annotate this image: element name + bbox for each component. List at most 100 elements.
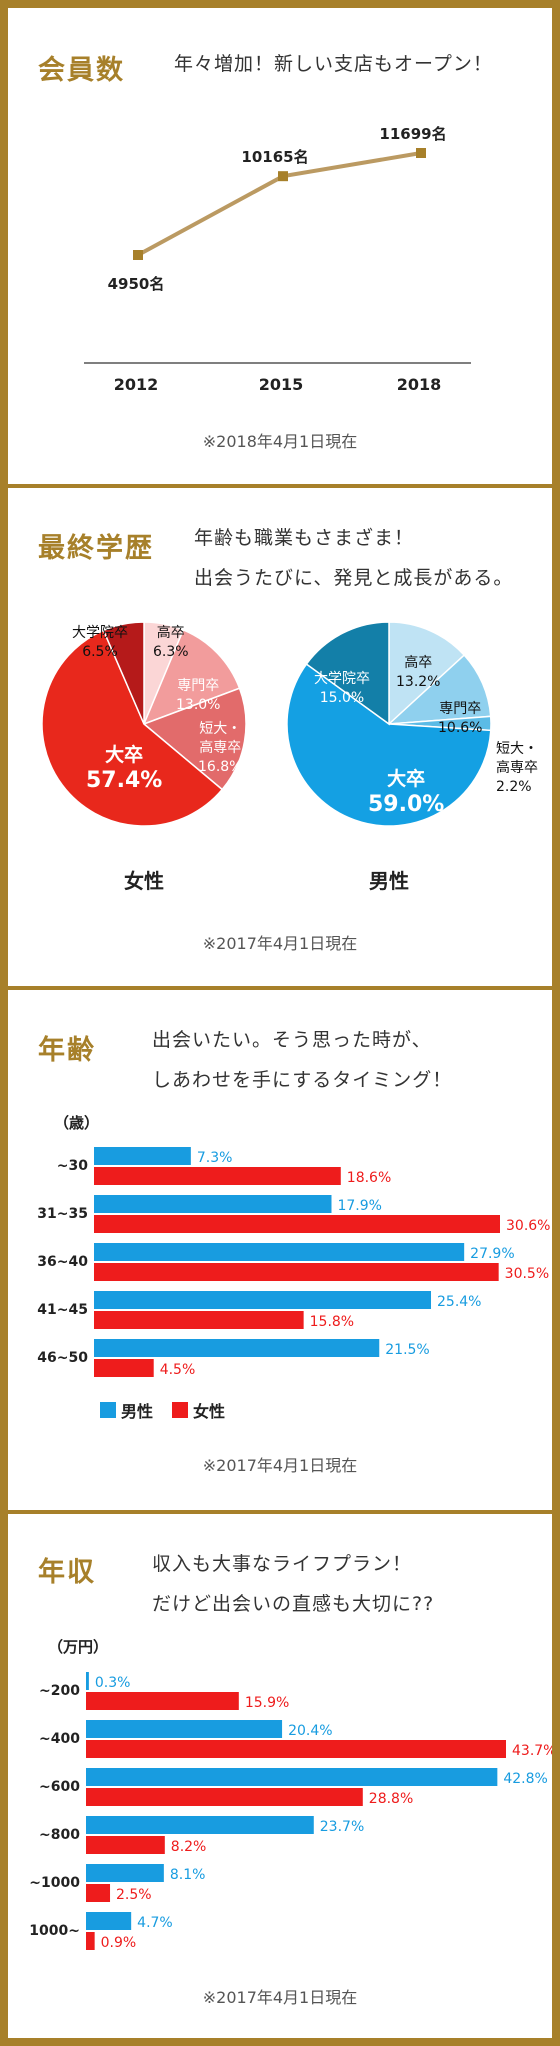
age-subtitle-1: 出会いたい。そう思った時が、 (152, 1029, 432, 1051)
age-note: ※2017年4月1日現在 (202, 1456, 358, 1475)
members-point (278, 171, 288, 182)
pie-slice (305, 621, 390, 726)
members-year-label: 2018 (397, 375, 442, 394)
pie-slice-value: 6.5% (82, 644, 118, 660)
age-panel: 年齢 出会いたい。そう思った時が、 しあわせを手にするタイミング！ （歳） ~30… (8, 990, 552, 1510)
female-bar (86, 1692, 239, 1710)
male-bar (94, 1195, 332, 1213)
pie-slice-category: 大学院卒 (314, 671, 370, 687)
members-note: ※2018年4月1日現在 (202, 432, 358, 451)
pie-slice-category: 大学院卒 (72, 625, 128, 641)
bar-value-label: 23.7% (320, 1819, 364, 1835)
female-bar (86, 1932, 95, 1950)
education-title: 最終学歴 (38, 533, 154, 564)
unit-label: （歳） (54, 1114, 99, 1132)
members-year-label: 2015 (259, 375, 304, 394)
male-bar (94, 1291, 432, 1309)
category-label: ~800 (39, 1827, 80, 1843)
pie-slice-value: 57.4% (86, 768, 163, 793)
bar-value-label: 4.7% (137, 1915, 173, 1931)
category-label: ~30 (57, 1158, 88, 1174)
category-label: 46~50 (37, 1350, 88, 1366)
male-bar (94, 1147, 191, 1165)
age-title: 年齢 (38, 1035, 96, 1066)
female-bar (86, 1836, 165, 1854)
pie-slice (41, 629, 224, 827)
pie-slice-value: 10.6% (438, 720, 483, 736)
male-bar (94, 1243, 465, 1261)
pie-slice (386, 654, 492, 725)
pie-slice-category: 大卒 (387, 768, 426, 790)
age-legend-female: 女性 (172, 1398, 225, 1422)
male-bar (86, 1672, 89, 1690)
bar-value-label: 28.8% (369, 1791, 413, 1807)
age-legend-female-label: 女性 (193, 1402, 226, 1421)
male-pie-caption: 男性 (369, 869, 409, 893)
income-subtitle-1: 収入も大事なライフプラン！ (152, 1553, 413, 1575)
pie-slice (142, 687, 247, 791)
bar-value-label: 2.5% (116, 1887, 152, 1903)
education-note: ※2017年4月1日現在 (202, 934, 358, 953)
pie-slice-label: 専門卒 13.0% (176, 677, 220, 715)
pie-slice-value: 6.3% (153, 644, 189, 660)
pie-slice-value: 59.0% (368, 792, 445, 817)
bar-value-label: 0.9% (101, 1935, 137, 1951)
female-bar (86, 1740, 506, 1758)
members-panel: 会員数 年々増加！新しい支店もオープン！ 4950名 2012 10165名 2015… (8, 8, 552, 484)
bar-value-label: 21.5% (385, 1342, 429, 1358)
age-bar-chart: （歳） ~30 7.3% 18.6% 31~35 17.9% 30.6% 36~40 27.9%… (37, 1114, 550, 1378)
male-bar (86, 1816, 314, 1834)
bar-value-label: 30.5% (505, 1266, 549, 1282)
category-label: 1000~ (29, 1923, 80, 1939)
bar-value-label: 43.7% (512, 1743, 552, 1759)
pie-slice-label: 高卒 6.3% (153, 624, 189, 662)
bar-value-label: 8.2% (171, 1839, 207, 1855)
income-bar-chart: （万円） ~200 0.3% 15.9% ~400 20.4% 43.7% ~600 42.8%… (29, 1638, 552, 1951)
female-swatch (172, 1402, 188, 1418)
male-bar (94, 1339, 380, 1357)
education-subtitle-2: 出会うたびに、発見と成長がある。 (194, 567, 514, 589)
pie-slice (142, 628, 241, 726)
age-legend-male: 男性 (100, 1398, 153, 1422)
bar-value-label: 25.4% (437, 1294, 481, 1310)
pie-slice-label: 短大・ 高専卒 16.8% (198, 720, 242, 777)
education-panel: 最終学歴 年齢も職業もさまざま！ 出会うたびに、発見と成長がある。 高卒 6.3%… (8, 488, 552, 986)
bar-value-label: 15.8% (310, 1314, 354, 1330)
bar-value-label: 8.1% (170, 1867, 206, 1883)
members-series-line (137, 151, 422, 257)
pie-slice-label: 大卒 59.0% (368, 766, 444, 818)
pie-slice-label: 大学院卒 6.5% (72, 624, 128, 662)
members-point (133, 250, 143, 260)
pie-slice-label: 大卒 57.4% (86, 742, 162, 794)
pie-slice (286, 662, 492, 827)
pie-slice-value: 16.8% (198, 759, 243, 775)
pie-slice-label: 短大・ 高専卒 2.2% (496, 740, 538, 797)
male-bar (86, 1720, 283, 1738)
members-value-label: 4950名 (108, 275, 165, 293)
female-bar (94, 1215, 500, 1233)
pie-slice-value: 2.2% (496, 779, 532, 795)
female-bar (94, 1167, 341, 1185)
age-subtitle-2: しあわせを手にするタイミング！ (152, 1069, 453, 1091)
unit-label: （万円） (48, 1638, 108, 1656)
category-label: ~600 (39, 1779, 80, 1795)
pie-slice-value: 13.2% (396, 674, 441, 690)
category-label: 41~45 (37, 1302, 88, 1318)
category-label: ~200 (39, 1683, 80, 1699)
bar-value-label: 42.8% (503, 1771, 547, 1787)
members-subtitle: 年々増加！新しい支店もオープン！ (174, 53, 493, 75)
pie-slice-category: 短大・ 高専卒 (199, 721, 242, 756)
pie-slice-label: 高卒 13.2% (396, 654, 440, 692)
female-bar (94, 1263, 499, 1281)
category-label: ~1000 (29, 1875, 80, 1891)
bar-value-label: 20.4% (288, 1723, 332, 1739)
bar-value-label: 7.3% (197, 1150, 233, 1166)
members-value-label: 11699名 (379, 125, 446, 143)
pie-slice-category: 大卒 (105, 744, 144, 766)
pie-slice (102, 621, 145, 725)
pie-slice-category: 高卒 (404, 655, 433, 671)
category-label: ~400 (39, 1731, 80, 1747)
female-bar (94, 1359, 154, 1377)
pie-slice-category: 専門卒 (439, 701, 482, 717)
pie-slice-label: 専門卒 10.6% (438, 700, 482, 738)
